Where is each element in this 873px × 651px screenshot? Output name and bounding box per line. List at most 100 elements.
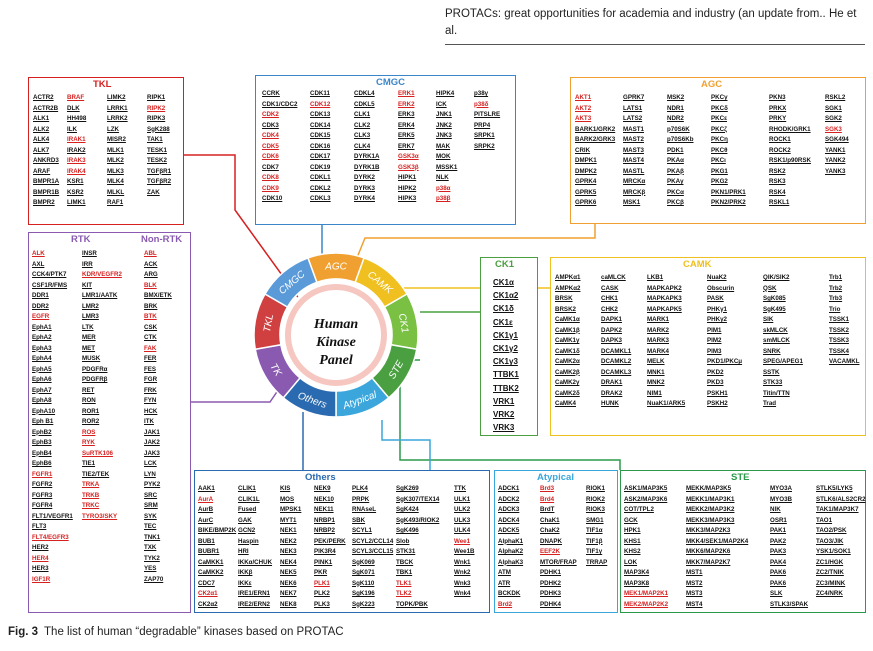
kinase-item: PLK2 (314, 590, 330, 597)
kinase-item: MSSK1 (436, 163, 458, 171)
kinase-item: PINK1 (314, 558, 333, 566)
kinase-item: CDKL2 (310, 184, 331, 192)
kinase-item: RSK2 (769, 167, 786, 175)
kinase-item: IRE1/ERN1 (238, 590, 270, 597)
kinase-item: TRRAP (586, 558, 608, 566)
kinase-item: IGF1R (32, 575, 51, 583)
kinase-item: SCYL1 (352, 527, 372, 534)
kinase-item: ZC4/NRK (816, 590, 843, 597)
kinase-item: p38α (436, 184, 451, 192)
kinase-item: MST3 (686, 590, 703, 597)
group-tkl: TKL ACTR2 BRAF LIMK2 RIPK1 ACTR2B DLK LRRK1 RIPK… (28, 77, 184, 225)
kinase-item: SNRK (763, 347, 781, 355)
kinase-item: FLT1/VEGFR1 (32, 512, 73, 520)
kinase-item: Slob (396, 537, 410, 545)
kinase-item: BMPR1B (33, 188, 60, 196)
kinase-item: CCRK (262, 90, 280, 97)
kinase-item: HER4 (32, 554, 49, 562)
kinase-item: RNAseL (352, 506, 377, 513)
kinase-item: TRKB (82, 491, 100, 499)
kinase-item: NRBP1 (314, 516, 335, 524)
kinase-item: CaMK1γ (555, 337, 580, 344)
kinase-item: GPRK7 (623, 94, 645, 101)
kinase-item: MASTL (623, 167, 645, 175)
kinase-item: CDKL1 (310, 174, 331, 181)
kinase-item: MAST3 (623, 146, 644, 154)
kinase-item: TAK1/MAP3K7 (816, 506, 859, 513)
kinase-item: TIF1β (586, 537, 603, 545)
kinase-item (586, 579, 616, 590)
kinase-item: TGFβR1 (147, 167, 172, 175)
kinase-item: PKAγ (667, 178, 684, 185)
kinase-item: EphB2 (32, 428, 52, 436)
kinase-item: YANK3 (825, 167, 846, 175)
kinase-item: TBK1 (396, 569, 413, 576)
kinase-item: MLK4 (107, 178, 124, 185)
kinase-item (82, 575, 144, 586)
kinase-item: CDK17 (310, 153, 331, 160)
kinase-item (586, 589, 616, 600)
kinase-item: MNK2 (647, 379, 665, 386)
kinase-item (474, 173, 514, 184)
kinase-item: MLK3 (107, 167, 124, 175)
kinase-item: BTK (144, 313, 157, 320)
kinase-item: TRKA (82, 481, 100, 488)
kinase-item: NEK2 (280, 537, 297, 545)
kinase-item: SGK2 (825, 115, 842, 122)
kinase-item: OSR1 (770, 516, 787, 524)
kinase-item: CSF1R/FMS (32, 281, 68, 289)
kinase-item: ChaK1 (540, 516, 560, 524)
kinase-item: TYRO3/SKY (82, 512, 118, 520)
wheel-center-line3: Panel (319, 353, 353, 368)
kinase-item: EphB4 (32, 449, 52, 457)
kinase-item: SgK496 (396, 527, 419, 534)
kinase-list-tkl: ACTR2 BRAF LIMK2 RIPK1 ACTR2B DLK LRRK1 RIPK2 AL… (33, 93, 183, 209)
kinase-item: PHKγ2 (707, 316, 727, 323)
kinase-item: PKR (314, 569, 328, 576)
kinase-item: BRAF (67, 94, 85, 101)
kinase-item: DCAMKL2 (601, 358, 632, 365)
kinase-item: caMLCK (601, 274, 626, 281)
kinase-item: AurB (198, 506, 214, 513)
kinase-item: TBCK (396, 558, 414, 566)
kinase-item: PDHK1 (540, 569, 561, 576)
kinase-item: MYT1 (280, 516, 297, 524)
group-title-others: Others (305, 472, 336, 483)
kinase-item: ZC1/HGK (816, 558, 844, 566)
kinase-item: ADCK4 (498, 516, 520, 524)
kinase-item: MAST2 (623, 136, 644, 143)
kinase-item: PKN2/PRK2 (711, 199, 746, 206)
kinase-item: ROS (82, 428, 96, 436)
kinase-item: CDK8 (262, 174, 279, 181)
kinase-item: PRKX (769, 104, 787, 112)
kinase-item: SgK493/RIOK2 (396, 516, 440, 524)
kinase-item: CK1γ3 (493, 357, 518, 367)
kinase-item: JAK3 (144, 449, 160, 457)
kinase-item: DYRK1A (354, 153, 380, 160)
kinase-item: AXL (32, 260, 45, 268)
kinase-item: ERK5 (398, 132, 415, 139)
kinase-item: PRPK (352, 495, 370, 503)
kinase-item: DDR2 (32, 302, 49, 310)
kinase-item: PKG2 (711, 178, 728, 185)
kinase-item: TOPK/PBK (396, 600, 428, 608)
kinase-list-others: AAK1 CLIK1 KIS NEK9 PLK4 SgK269 TTK AurA CLIK1L M… (198, 484, 490, 610)
kinase-item: p38β (436, 195, 451, 202)
kinase-item: NuaK2 (707, 274, 727, 281)
kinase-item: BLK (144, 281, 157, 289)
kinase-item: Trio (829, 305, 841, 313)
kinase-item: PAK3 (770, 548, 787, 555)
kinase-item: TNK1 (144, 533, 161, 541)
kinase-item: PSKH1 (707, 389, 728, 397)
kinase-item: BARK1/GRK2 (575, 125, 616, 133)
kinase-item: RIOK3 (586, 506, 605, 513)
header-rule (445, 44, 865, 45)
group-camk: CAMK AMPKα1 caMLCK LKB1 NuaK2 QIK/SIK2 Trb1 AMP… (550, 257, 866, 436)
kinase-item: NLK (436, 174, 449, 181)
kinase-item: CDK13 (310, 111, 331, 118)
kinase-item: MEKK3/MAP3K3 (686, 516, 735, 524)
kinase-item: LMR2 (82, 302, 99, 310)
kinase-item: LTK (82, 323, 94, 331)
kinase-item: TAK1 (147, 136, 163, 143)
kinase-item: RIPK1 (147, 94, 166, 101)
